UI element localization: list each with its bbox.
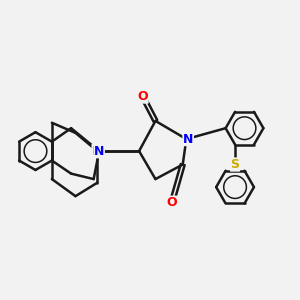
Text: S: S (231, 158, 240, 171)
Text: O: O (167, 196, 177, 209)
Text: N: N (92, 145, 103, 158)
Text: N: N (183, 133, 194, 146)
Text: N: N (94, 145, 104, 158)
Text: O: O (137, 90, 148, 103)
